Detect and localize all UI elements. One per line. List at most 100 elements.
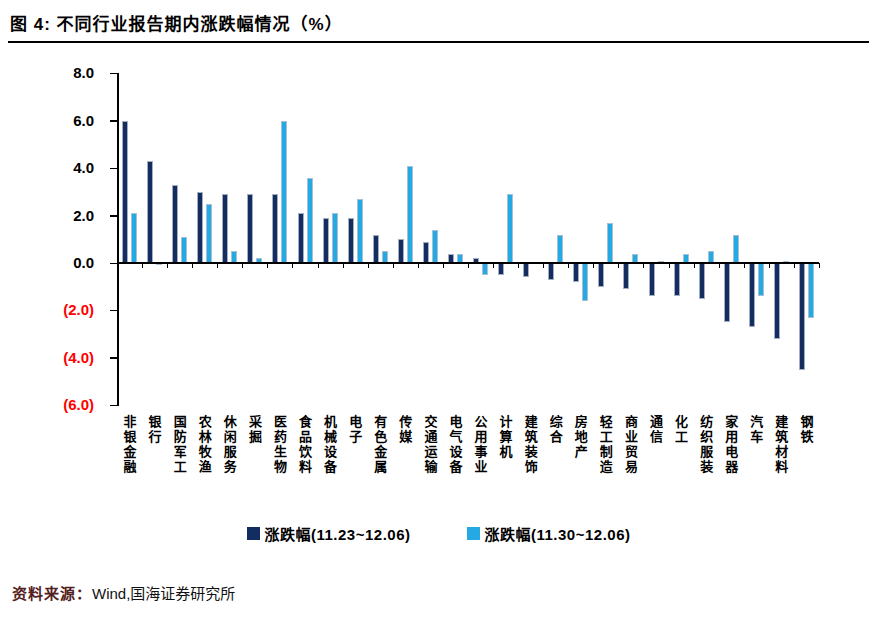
x-axis-tick (643, 263, 644, 268)
bar-period2-电子 (357, 199, 363, 263)
x-axis-tick (117, 263, 118, 268)
x-axis-tick (343, 263, 344, 268)
bar-period1-综合 (548, 263, 554, 280)
legend-label-period2: 涨跌幅(11.30~12.06) (485, 523, 631, 544)
bar-period1-非银金融 (122, 121, 128, 263)
bar-period1-建筑材料 (774, 263, 780, 339)
bar-period1-交通运输 (423, 242, 429, 263)
y-axis-label: (2.0) (28, 301, 94, 319)
x-axis-tick (443, 263, 444, 268)
x-axis-tick (543, 263, 544, 268)
bar-period1-汽车 (749, 263, 755, 327)
x-axis-label: 建筑材料 (772, 415, 790, 527)
x-axis-tick (593, 263, 594, 268)
x-axis-tick (393, 263, 394, 268)
y-axis-tick (110, 215, 117, 217)
y-axis-tick (110, 263, 117, 265)
x-axis-label: 传媒 (396, 415, 414, 527)
x-axis-label: 交通运输 (421, 415, 439, 527)
x-axis-label: 电气设备 (446, 415, 464, 527)
y-axis-line (117, 73, 119, 406)
bar-period1-计算机 (498, 263, 504, 275)
x-axis-tick (368, 263, 369, 268)
x-axis-tick (568, 263, 569, 268)
x-axis-tick (518, 263, 519, 268)
bar-period2-休闲服务 (231, 251, 237, 263)
x-axis-tick (694, 263, 695, 268)
bar-period2-家用电器 (733, 235, 739, 263)
x-axis-tick (242, 263, 243, 268)
bar-period2-农林牧渔 (206, 204, 212, 263)
x-axis-tick (493, 263, 494, 268)
bar-period1-轻工制造 (598, 263, 604, 287)
x-axis-label: 银行 (146, 415, 164, 527)
bar-period1-化工 (674, 263, 680, 296)
bar-period1-钢铁 (799, 263, 805, 370)
bar-period1-国防军工 (172, 185, 178, 263)
chart-legend: 涨跌幅(11.23~12.06) 涨跌幅(11.30~12.06) (0, 523, 877, 544)
x-axis-tick (192, 263, 193, 268)
x-axis-label: 电子 (346, 415, 364, 527)
bar-period1-银行 (147, 161, 153, 263)
y-axis-tick (110, 310, 117, 312)
bar-period2-食品饮料 (307, 178, 313, 263)
bar-period1-商业贸易 (623, 263, 629, 289)
bar-period1-电子 (348, 218, 354, 263)
bar-period1-采掘 (247, 194, 253, 263)
x-axis-label: 采掘 (246, 415, 264, 527)
x-axis-label: 公用事业 (472, 415, 490, 527)
y-axis-tick (110, 73, 117, 75)
legend-item-period2: 涨跌幅(11.30~12.06) (467, 523, 631, 544)
x-axis-tick (794, 263, 795, 268)
x-axis-tick (819, 263, 820, 268)
y-axis-label: 8.0 (28, 64, 94, 82)
bar-period2-医药生物 (281, 121, 287, 263)
bar-period1-纺织服装 (699, 263, 705, 299)
legend-swatch-period2 (467, 527, 480, 540)
x-axis-tick (142, 263, 143, 268)
x-axis-label: 轻工制造 (597, 415, 615, 527)
x-axis-label: 建筑装饰 (522, 415, 540, 527)
source-note: 资料来源：Wind,国海证券研究所 (12, 582, 235, 603)
x-axis-label: 休闲服务 (221, 415, 239, 527)
x-axis-tick (217, 263, 218, 268)
bar-period1-机械设备 (323, 218, 329, 263)
x-axis-label: 房地产 (572, 415, 590, 527)
x-axis-label: 纺织服装 (697, 415, 715, 527)
x-axis-label: 农林牧渔 (196, 415, 214, 527)
x-axis-label: 非银金融 (121, 415, 139, 527)
x-axis-tick (744, 263, 745, 268)
bar-period2-轻工制造 (607, 223, 613, 263)
bar-period2-公用事业 (482, 263, 488, 275)
bar-period1-休闲服务 (222, 194, 228, 263)
legend-swatch-period1 (247, 527, 260, 540)
x-axis-tick (468, 263, 469, 268)
y-axis-label: (4.0) (28, 349, 94, 367)
x-axis-tick (267, 263, 268, 268)
x-axis-tick (769, 263, 770, 268)
bar-period2-计算机 (507, 194, 513, 263)
source-text: Wind,国海证券研究所 (92, 585, 235, 602)
y-axis-label: (6.0) (28, 396, 94, 414)
x-axis-tick (318, 263, 319, 268)
y-axis-tick (110, 168, 117, 170)
bar-period1-传媒 (398, 239, 404, 263)
x-axis-label: 钢铁 (797, 415, 815, 527)
bar-period2-钢铁 (808, 263, 814, 318)
y-axis-tick (110, 120, 117, 122)
legend-label-period1: 涨跌幅(11.23~12.06) (265, 523, 411, 544)
x-axis-tick (618, 263, 619, 268)
source-label: 资料来源： (12, 585, 92, 602)
y-axis-label: 0.0 (28, 254, 94, 272)
y-axis-tick (110, 357, 117, 359)
bar-period2-传媒 (407, 166, 413, 263)
y-axis-label: 2.0 (28, 207, 94, 225)
bar-period1-有色金属 (373, 235, 379, 263)
x-axis-tick (292, 263, 293, 268)
bar-period2-交通运输 (432, 230, 438, 263)
y-axis-label: 4.0 (28, 159, 94, 177)
x-axis-label: 化工 (672, 415, 690, 527)
y-axis-label: 6.0 (28, 112, 94, 130)
x-axis-label: 有色金属 (371, 415, 389, 527)
x-axis-label: 综合 (547, 415, 565, 527)
